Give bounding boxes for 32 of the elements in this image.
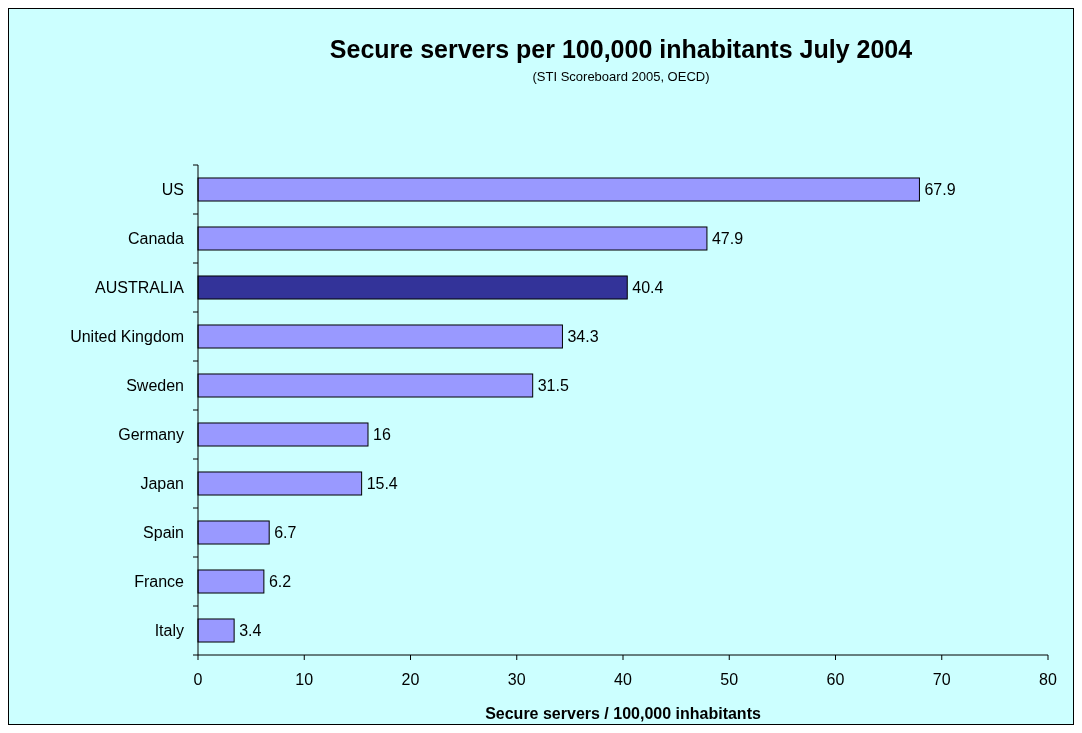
- data-label: 40.4: [632, 279, 664, 297]
- y-tick-label: Canada: [127, 230, 185, 248]
- data-label: 31.5: [537, 377, 569, 395]
- data-label: 67.9: [924, 181, 956, 199]
- data-label: 6.7: [274, 524, 297, 542]
- data-label: 16: [373, 426, 391, 444]
- y-tick-label: France: [134, 573, 185, 591]
- x-tick-label: 60: [826, 671, 845, 688]
- data-label: 3.4: [239, 622, 262, 640]
- data-label: 15.4: [366, 475, 398, 493]
- y-tick-label: AUSTRALIA: [95, 279, 185, 297]
- x-tick-label: 30: [507, 671, 526, 688]
- x-axis-title: Secure servers / 100,000 inhabitants: [485, 705, 761, 722]
- x-tick-label: 20: [401, 671, 420, 688]
- data-label: 34.3: [567, 328, 599, 346]
- y-tick-label: Japan: [140, 475, 184, 493]
- y-tick-label: Sweden: [126, 377, 184, 395]
- y-tick-label: Spain: [143, 524, 184, 542]
- chart-subtitle: (STI Scoreboard 2005, OECD): [532, 69, 710, 84]
- y-tick-label: Italy: [154, 622, 184, 640]
- x-tick-label: 70: [932, 671, 951, 688]
- y-tick-label: Germany: [118, 426, 184, 444]
- y-tick-label: US: [161, 181, 184, 199]
- x-tick-label: 10: [295, 671, 314, 688]
- x-tick-label: 80: [1039, 671, 1057, 688]
- data-label: 6.2: [268, 573, 292, 591]
- x-tick-label: 50: [720, 671, 739, 688]
- x-tick-label: 40: [614, 671, 632, 688]
- y-tick-label: United Kingdom: [70, 328, 184, 346]
- data-label: 47.9: [711, 230, 744, 248]
- x-tick-label: 0: [193, 671, 203, 688]
- chart-title: Secure servers per 100,000 inhabitants July 2004: [329, 35, 913, 63]
